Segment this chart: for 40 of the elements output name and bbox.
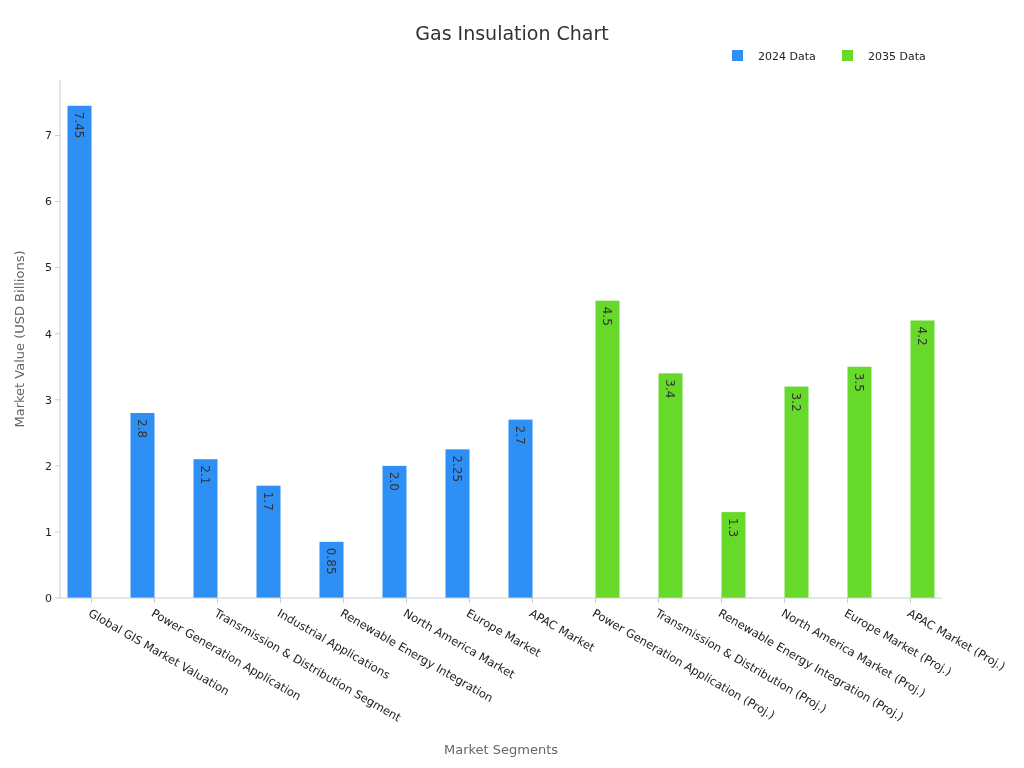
bar — [595, 300, 620, 598]
data-label: 2.0 — [387, 471, 402, 491]
bar — [847, 366, 872, 598]
bar — [658, 373, 683, 598]
bar — [256, 485, 281, 598]
y-tick-label: 2 — [45, 459, 52, 473]
data-label: 2.8 — [135, 419, 150, 439]
data-label: 1.7 — [261, 491, 276, 511]
y-tick-label: 1 — [45, 525, 52, 539]
y-tick-label: 6 — [45, 195, 52, 209]
y-tick-label: 7 — [45, 129, 52, 143]
data-label: 3.4 — [663, 379, 678, 399]
data-label: 2.1 — [198, 465, 213, 485]
y-tick-label: 3 — [45, 393, 52, 407]
data-label: 0.85 — [324, 547, 339, 575]
data-label: 7.45 — [72, 111, 87, 139]
data-label: 3.2 — [789, 392, 804, 412]
data-label: 1.3 — [726, 518, 741, 538]
chart-title: Gas Insulation Chart — [415, 22, 609, 44]
data-label: 3.5 — [852, 372, 867, 392]
legend-label: 2035 Data — [868, 49, 926, 63]
bar — [67, 105, 92, 598]
data-label: 2.7 — [513, 425, 528, 445]
y-tick-label: 0 — [45, 591, 52, 605]
data-label: 4.5 — [600, 306, 615, 326]
legend-label: 2024 Data — [758, 49, 816, 63]
bar — [508, 419, 533, 598]
bar — [784, 386, 809, 598]
data-label: 2.25 — [450, 455, 465, 483]
bar — [193, 459, 218, 598]
bar — [382, 465, 407, 598]
bar — [910, 320, 935, 598]
y-tick-label: 4 — [45, 327, 52, 341]
bar — [130, 413, 155, 598]
y-axis-title: Market Value (USD Billions) — [12, 250, 27, 428]
bar — [445, 449, 470, 598]
data-label: 4.2 — [915, 326, 930, 346]
y-tick-label: 5 — [45, 261, 52, 275]
bar — [721, 512, 746, 598]
x-axis-title: Market Segments — [443, 742, 559, 757]
